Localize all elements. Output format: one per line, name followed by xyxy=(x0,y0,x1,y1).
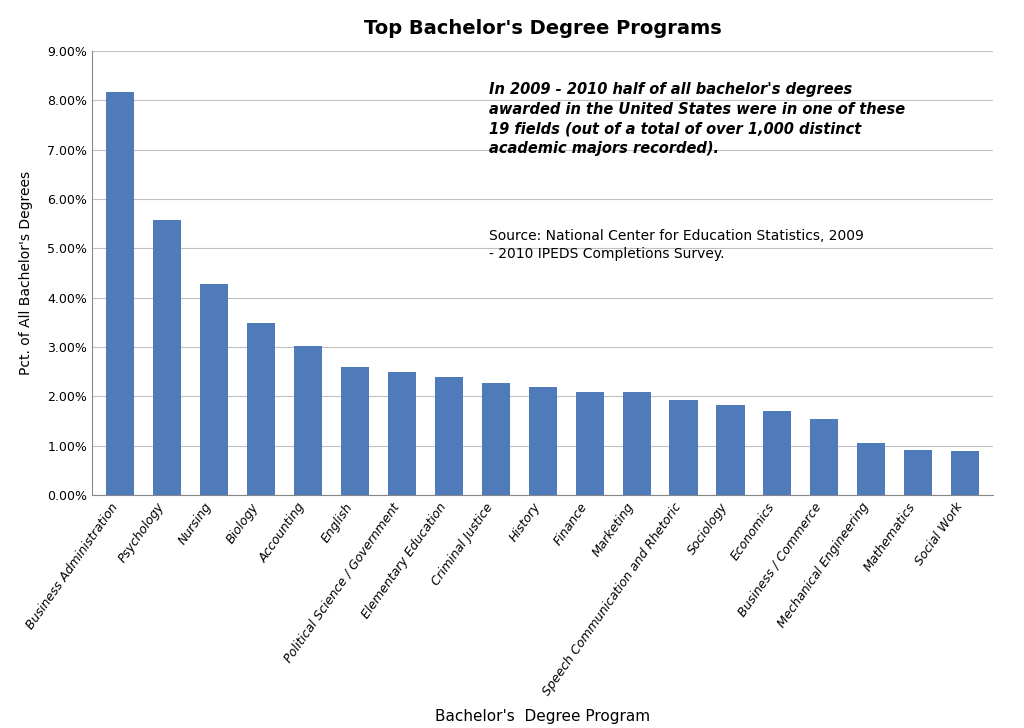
Bar xyxy=(670,400,697,495)
Bar xyxy=(481,383,510,495)
Bar xyxy=(575,392,604,495)
Bar xyxy=(763,411,792,495)
Text: Source: National Center for Education Statistics, 2009
- 2010 IPEDS Completions : Source: National Center for Education St… xyxy=(488,229,863,261)
Bar xyxy=(154,220,181,495)
Text: In 2009 - 2010 half of all bachelor's degrees
awarded in the United States were : In 2009 - 2010 half of all bachelor's de… xyxy=(488,82,905,157)
Bar xyxy=(857,443,886,495)
Y-axis label: Pct. of All Bachelor's Degrees: Pct. of All Bachelor's Degrees xyxy=(19,171,34,375)
Bar xyxy=(904,450,932,495)
Bar xyxy=(951,451,979,495)
Bar xyxy=(528,387,557,495)
Bar xyxy=(341,367,369,495)
Bar xyxy=(623,392,650,495)
X-axis label: Bachelor's  Degree Program: Bachelor's Degree Program xyxy=(435,709,650,724)
Bar xyxy=(294,346,323,495)
Bar xyxy=(388,372,416,495)
Bar xyxy=(810,419,839,495)
Bar xyxy=(200,284,228,495)
Bar xyxy=(717,405,744,495)
Bar xyxy=(106,92,134,495)
Bar xyxy=(247,323,275,495)
Bar xyxy=(435,376,463,495)
Title: Top Bachelor's Degree Programs: Top Bachelor's Degree Programs xyxy=(364,20,722,39)
